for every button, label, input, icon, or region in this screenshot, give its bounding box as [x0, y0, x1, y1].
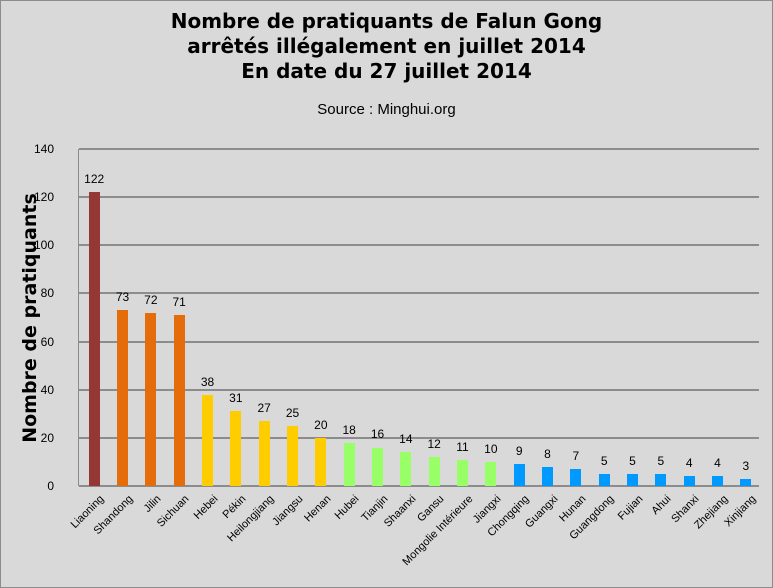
gridline: [79, 244, 759, 247]
y-axis-label: Nombre de pratiquants: [19, 193, 41, 443]
bar-hunan: [570, 469, 582, 486]
data-label: 25: [285, 405, 300, 420]
data-label: 31: [229, 391, 243, 406]
data-label: 12: [427, 437, 441, 452]
data-label: 16: [370, 427, 385, 442]
bar-guangdong: [598, 473, 610, 486]
y-tick-label: 120: [33, 190, 54, 205]
bar-ahui: [655, 473, 667, 486]
data-label: 7: [572, 449, 580, 464]
data-label: 27: [257, 401, 271, 415]
data-label: 14: [399, 432, 413, 447]
data-label: 71: [172, 295, 186, 310]
title-line-3: En date du 27 juillet 2014: [241, 59, 532, 83]
bar-guangxi: [542, 466, 553, 486]
data-label: 5: [657, 453, 665, 468]
data-label: 8: [544, 446, 551, 461]
data-label: 11: [456, 439, 469, 454]
data-label: 18: [342, 422, 356, 437]
y-tick-label: 140: [33, 142, 54, 156]
y-tick-label: 60: [40, 334, 54, 349]
bar-mongolie-int-rieure: [457, 459, 468, 486]
gridline: [79, 485, 759, 487]
title-line-2: arrêtés illégalement en juillet 2014: [187, 34, 586, 58]
data-label: 20: [314, 417, 328, 432]
data-label: 4: [685, 456, 693, 471]
bar-xinjiang: [740, 478, 752, 486]
gridline: [79, 340, 759, 343]
bar-zhejiang: [712, 476, 723, 486]
title-line-1: Nombre de pratiquants de Falun Gong: [170, 9, 603, 33]
bar-chongqing: [513, 464, 525, 486]
bar-hubei: [343, 442, 355, 486]
data-label: 122: [84, 172, 105, 187]
data-label: 3: [742, 458, 750, 473]
bar-tianjin: [372, 447, 383, 486]
y-tick-label: 100: [33, 238, 54, 253]
data-label: 38: [200, 374, 215, 389]
data-label: 10: [484, 441, 498, 456]
bar-shaanxi: [400, 452, 412, 486]
data-label: 72: [144, 292, 158, 307]
bar-heilongjiang: [258, 421, 270, 486]
bar-liaoning: [88, 192, 100, 486]
bar-fujian: [627, 473, 638, 486]
bar-jilin: [145, 312, 157, 486]
bar-hebei: [202, 394, 213, 486]
y-tick-label: 20: [40, 430, 54, 445]
bar-sichuan: [173, 315, 185, 486]
y-tick-label: 0: [47, 479, 54, 493]
plot-area: 0 20 40 60 80 100 120 140 122 73 72 71 38 31 27 25 20 18 1…: [34, 142, 759, 493]
data-label: 5: [629, 453, 636, 468]
data-label: 73: [115, 290, 130, 305]
data-label: 5: [600, 453, 608, 468]
bar-shandong: [117, 310, 128, 486]
gridline: [79, 388, 759, 391]
data-label: 9: [515, 444, 523, 459]
gridline: [79, 196, 759, 199]
y-tick-label: 80: [40, 286, 54, 301]
data-label: 4: [714, 456, 721, 471]
bar-henan: [315, 437, 327, 486]
bar-jiangsu: [287, 425, 298, 486]
gridline: [79, 436, 759, 439]
bar-p-kin: [230, 411, 242, 486]
chart-title: Nombre de pratiquants de Falun Gong arrê…: [0, 9, 773, 84]
bar-shanxi: [683, 476, 695, 486]
chart-subtitle: Source : Minghui.org: [317, 101, 456, 118]
gridline: [79, 148, 759, 150]
bar-jiangxi: [485, 461, 497, 486]
y-tick-label: 40: [40, 382, 54, 397]
bar-gansu: [428, 457, 440, 486]
gridline: [79, 292, 759, 295]
